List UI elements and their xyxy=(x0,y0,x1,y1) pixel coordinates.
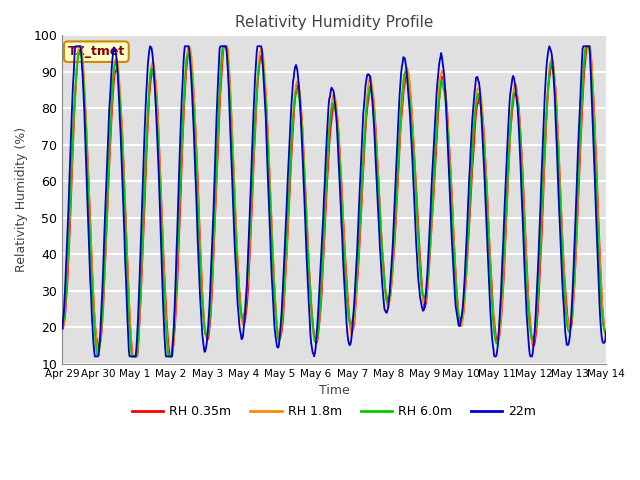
Y-axis label: Relativity Humidity (%): Relativity Humidity (%) xyxy=(15,127,28,272)
RH 1.8m xyxy=(129,354,136,360)
RH 6.0m xyxy=(418,283,426,288)
RH 1.8m xyxy=(68,156,76,162)
RH 6.0m xyxy=(220,43,227,49)
22m xyxy=(181,43,189,49)
Line: RH 6.0m: RH 6.0m xyxy=(62,46,606,357)
X-axis label: Time: Time xyxy=(319,384,349,397)
22m xyxy=(418,302,426,308)
22m xyxy=(68,102,76,108)
22m xyxy=(210,206,218,212)
Line: RH 0.35m: RH 0.35m xyxy=(62,46,606,357)
22m xyxy=(72,43,80,49)
RH 1.8m xyxy=(125,296,132,302)
RH 6.0m xyxy=(402,69,410,74)
RH 6.0m xyxy=(124,293,132,299)
RH 1.8m xyxy=(75,43,83,49)
Title: Relativity Humidity Profile: Relativity Humidity Profile xyxy=(235,15,433,30)
22m xyxy=(58,325,66,331)
RH 0.35m xyxy=(602,332,610,337)
RH 1.8m xyxy=(602,331,610,336)
RH 0.35m xyxy=(129,354,136,360)
RH 6.0m xyxy=(128,354,136,360)
22m xyxy=(91,354,99,360)
RH 6.0m xyxy=(209,255,216,261)
RH 0.35m xyxy=(418,277,426,283)
22m xyxy=(126,354,134,360)
Line: 22m: 22m xyxy=(62,46,606,357)
RH 1.8m xyxy=(402,66,410,72)
RH 6.0m xyxy=(602,328,610,334)
RH 0.35m xyxy=(402,74,410,80)
RH 6.0m xyxy=(68,146,76,152)
RH 1.8m xyxy=(181,81,189,86)
Text: TZ_tmet: TZ_tmet xyxy=(68,45,125,58)
RH 1.8m xyxy=(58,324,66,329)
RH 0.35m xyxy=(124,276,132,281)
RH 0.35m xyxy=(209,272,216,277)
RH 0.35m xyxy=(58,326,66,332)
RH 1.8m xyxy=(210,245,218,251)
22m xyxy=(402,61,410,67)
RH 0.35m xyxy=(220,43,228,49)
RH 6.0m xyxy=(180,96,188,101)
22m xyxy=(602,329,610,335)
Legend: RH 0.35m, RH 1.8m, RH 6.0m, 22m: RH 0.35m, RH 1.8m, RH 6.0m, 22m xyxy=(127,400,541,423)
RH 6.0m xyxy=(58,325,66,331)
Line: RH 1.8m: RH 1.8m xyxy=(62,46,606,357)
RH 1.8m xyxy=(418,285,426,290)
RH 0.35m xyxy=(180,105,188,110)
RH 0.35m xyxy=(68,168,76,173)
